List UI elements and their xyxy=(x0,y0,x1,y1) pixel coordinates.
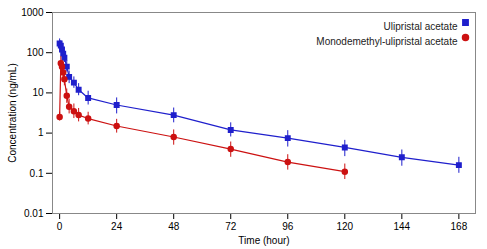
svg-text:48: 48 xyxy=(168,221,180,232)
svg-text:120: 120 xyxy=(336,221,353,232)
svg-text:Concentration (ng/mL): Concentration (ng/mL) xyxy=(7,63,18,163)
svg-text:0.01: 0.01 xyxy=(24,208,44,219)
svg-text:0.1: 0.1 xyxy=(30,168,44,179)
svg-text:96: 96 xyxy=(282,221,294,232)
svg-text:1000: 1000 xyxy=(21,7,44,18)
svg-text:Ulipristal acetate: Ulipristal acetate xyxy=(384,21,458,32)
svg-text:Time (hour): Time (hour) xyxy=(238,235,289,246)
svg-text:72: 72 xyxy=(225,221,237,232)
svg-text:Monodemethyl-ulipristal acetat: Monodemethyl-ulipristal acetate xyxy=(316,36,458,47)
svg-text:144: 144 xyxy=(393,221,410,232)
svg-text:0: 0 xyxy=(57,221,63,232)
svg-text:1: 1 xyxy=(38,127,44,138)
svg-text:10: 10 xyxy=(32,87,44,98)
svg-text:100: 100 xyxy=(27,47,44,58)
svg-text:168: 168 xyxy=(451,221,468,232)
svg-text:24: 24 xyxy=(111,221,123,232)
